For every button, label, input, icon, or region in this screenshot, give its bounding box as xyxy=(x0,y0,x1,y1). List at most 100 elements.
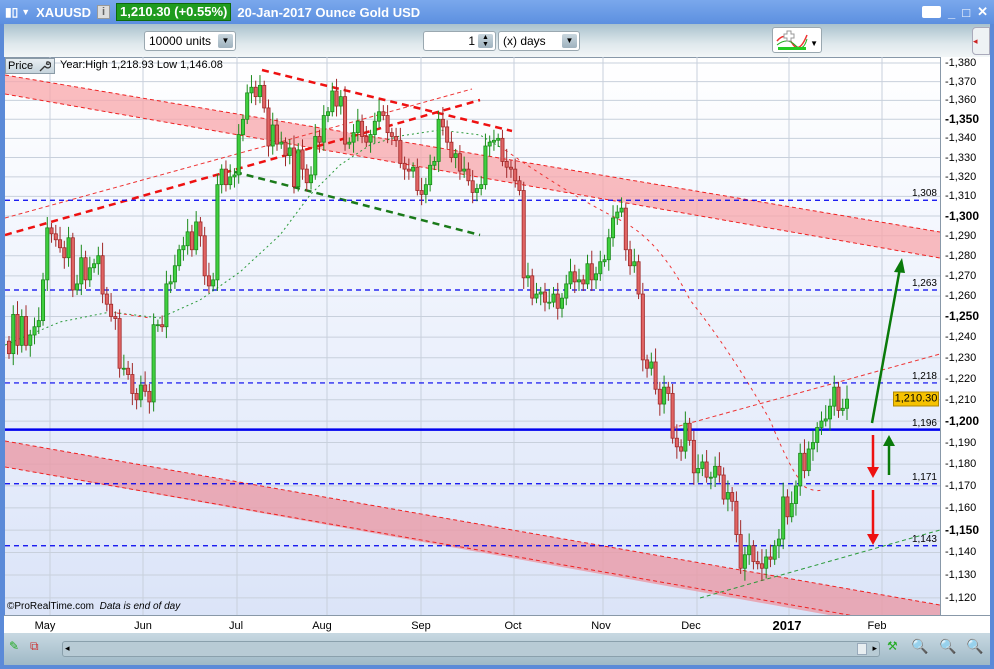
x-tick-label: Jul xyxy=(228,620,244,632)
stepper-arrows-icon[interactable]: ▲ ▼ xyxy=(478,34,493,48)
candle-down xyxy=(572,271,577,283)
candle-up xyxy=(598,261,603,275)
candle-up xyxy=(355,120,360,134)
candle-up xyxy=(330,90,335,113)
x-tick-label: Sep xyxy=(411,620,431,632)
candle-down xyxy=(517,180,522,191)
horizontal-scrollbar[interactable]: ◂ ▸ xyxy=(62,641,880,657)
candle-down xyxy=(717,465,722,476)
wrench-icon[interactable] xyxy=(39,60,51,72)
y-tick-label: -1,170 xyxy=(945,479,977,492)
y-tick-label: -1,370 xyxy=(945,75,977,88)
candle-up xyxy=(215,184,220,281)
last-price-tag: 1,210.30 xyxy=(893,391,939,407)
level-label: 1,263 xyxy=(911,277,937,289)
candle-up xyxy=(279,141,284,145)
add-indicator-button[interactable]: ▼ xyxy=(772,27,822,53)
candle-down xyxy=(300,149,305,170)
candle-down xyxy=(836,386,841,411)
candle-down xyxy=(687,422,692,441)
candle-down xyxy=(406,168,411,172)
maximize-button[interactable]: □ xyxy=(962,4,971,20)
candle-down xyxy=(751,545,756,562)
zoom-in-icon[interactable]: 🔍 xyxy=(966,638,984,654)
y-tick-label: -1,160 xyxy=(945,501,977,514)
candle-down xyxy=(381,111,386,116)
price-panel-button[interactable]: Price xyxy=(5,58,55,74)
candle-up xyxy=(713,465,718,478)
symbol: XAUUSD xyxy=(36,4,92,20)
period-value: 1 xyxy=(468,34,475,48)
candle-down xyxy=(109,303,114,317)
candle-down xyxy=(223,168,228,186)
zoom-fit-icon[interactable]: 🔍 xyxy=(911,638,929,654)
x-tick-label: May xyxy=(34,620,56,632)
x-tick-label: Aug xyxy=(312,620,332,632)
candle-up xyxy=(534,293,539,299)
candle-up xyxy=(377,111,382,122)
scroll-thumb[interactable] xyxy=(857,643,867,655)
candle-up xyxy=(496,137,501,141)
candle-down xyxy=(623,207,628,251)
candle-down xyxy=(334,90,339,107)
candle-down xyxy=(62,247,67,259)
info-icon[interactable]: i xyxy=(97,5,111,19)
candle-up xyxy=(619,207,624,213)
candle-up xyxy=(840,407,845,411)
drawing-tools-icon[interactable]: ✎ xyxy=(9,639,20,653)
candle-up xyxy=(168,281,173,285)
candle-up xyxy=(194,221,199,251)
candle-down xyxy=(470,180,475,193)
minimize-button[interactable]: _ xyxy=(948,4,956,20)
scroll-right-icon[interactable]: ▸ xyxy=(872,643,877,653)
price-axis[interactable] xyxy=(940,57,990,615)
candle-down xyxy=(389,132,394,137)
chart-type-icon[interactable]: ⧉ xyxy=(30,639,39,653)
candle-down xyxy=(449,141,454,158)
scroll-left-icon[interactable]: ◂ xyxy=(65,643,70,653)
zoom-out-icon[interactable]: 🔍 xyxy=(939,638,957,654)
candle-down xyxy=(49,227,54,235)
candle-down xyxy=(343,96,348,145)
y-tick-label: -1,330 xyxy=(945,151,977,164)
candle-down xyxy=(198,221,203,237)
candle-down xyxy=(555,293,560,309)
candle-down xyxy=(628,249,633,267)
autoscale-icon[interactable]: ⚒ xyxy=(887,639,898,653)
candle-up xyxy=(321,115,326,143)
candle-up xyxy=(547,301,552,304)
chevron-down-icon[interactable]: ▼ xyxy=(21,7,31,17)
candle-up xyxy=(32,326,37,336)
period-stepper[interactable]: 1 ▲ ▼ xyxy=(423,31,496,51)
candle-up xyxy=(75,283,80,291)
candle-up xyxy=(585,263,590,285)
candle-up xyxy=(776,538,781,547)
chevron-down-icon: ▼ xyxy=(562,34,577,48)
candle-up xyxy=(219,168,224,186)
candle-up xyxy=(245,92,250,120)
price-chart[interactable] xyxy=(5,57,940,615)
candle-up xyxy=(832,386,837,407)
time-axis[interactable] xyxy=(4,615,990,633)
copyright: ©ProRealTime.com Data is end of day xyxy=(7,601,180,612)
candle-up xyxy=(632,261,637,267)
candle-up xyxy=(662,386,667,405)
candle-up xyxy=(525,275,530,279)
candle-down xyxy=(266,107,271,147)
units-dropdown[interactable]: 10000 units ▼ xyxy=(144,31,236,51)
close-button[interactable]: ✕ xyxy=(977,4,988,19)
indicator-icon xyxy=(776,30,808,50)
lower-channel-top xyxy=(5,440,940,606)
candlestick-icon[interactable]: ▮▯ xyxy=(5,5,19,19)
period-unit-dropdown[interactable]: (x) days ▼ xyxy=(498,31,580,51)
candle-up xyxy=(313,136,318,176)
rising-trendline xyxy=(671,353,940,429)
chevron-down-icon[interactable]: ▼ xyxy=(810,39,818,48)
candle-up xyxy=(602,259,607,263)
candle-up xyxy=(211,279,216,287)
keyboard-icon[interactable] xyxy=(922,6,941,18)
side-panel-toggle[interactable]: ◂ xyxy=(972,27,990,55)
candle-down xyxy=(704,461,709,478)
candle-down xyxy=(581,279,586,285)
candle-down xyxy=(15,314,20,346)
